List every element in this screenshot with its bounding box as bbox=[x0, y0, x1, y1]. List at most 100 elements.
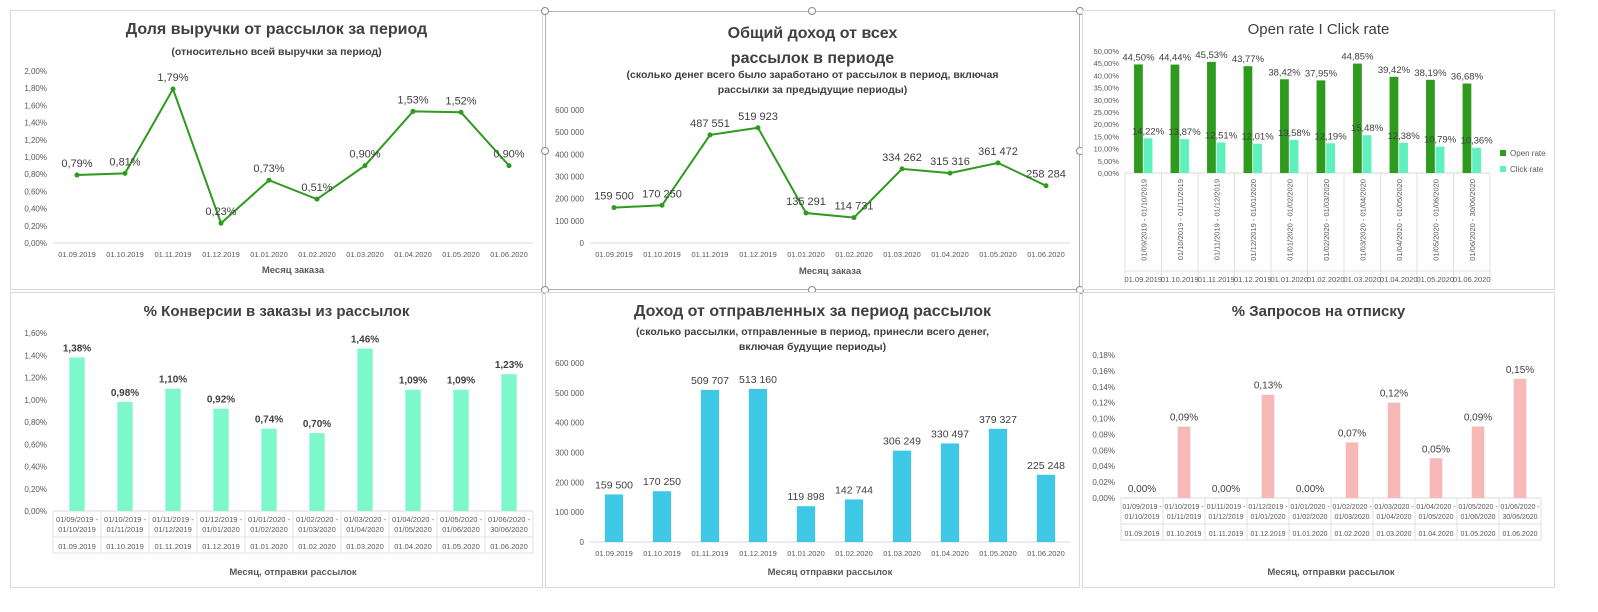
bar-open-rate bbox=[1280, 79, 1289, 173]
data-label: 1,09% bbox=[447, 376, 475, 387]
data-label: 361 472 bbox=[978, 146, 1018, 158]
x-axis-title: Месяц, отправки рассылок bbox=[1267, 567, 1395, 578]
y-tick-label: 0,14% bbox=[1092, 383, 1115, 392]
y-tick-label: 0,10% bbox=[1092, 415, 1115, 424]
chart-panel-total-income[interactable]: Общий доход от всех рассылок в периоде (… bbox=[545, 11, 1080, 290]
y-tick-label: 10,00% bbox=[1094, 145, 1120, 154]
y-tick-label: 0,20% bbox=[24, 222, 47, 231]
period-label-start: 01/01/2020 - bbox=[1290, 504, 1330, 511]
period-label-start: 01/06/2020 - bbox=[1500, 504, 1540, 511]
chart-panel-unsubscribe[interactable]: % Запросов на отписку 0,00% 0,02% 0,04% 0,0… bbox=[1082, 292, 1555, 588]
data-label: 1,53% bbox=[397, 94, 428, 106]
bar bbox=[1471, 426, 1485, 498]
resize-handle-bottom-right[interactable] bbox=[1076, 286, 1084, 294]
bar bbox=[1261, 394, 1275, 498]
y-tick-label: 1,60% bbox=[24, 101, 47, 110]
y-tick-label: 0 bbox=[580, 239, 585, 248]
chart-panel-sent-income[interactable]: Доход от отправленных за период рассылок… bbox=[545, 292, 1080, 588]
bar bbox=[652, 491, 672, 542]
data-point bbox=[707, 132, 713, 138]
y-tick-label: 50,00% bbox=[1094, 47, 1120, 56]
resize-handle-top-left[interactable] bbox=[541, 7, 549, 15]
bar-click-rate bbox=[1253, 143, 1262, 173]
data-point bbox=[659, 202, 665, 208]
bar bbox=[357, 348, 373, 511]
y-tick-label: 0,40% bbox=[24, 463, 47, 472]
x-tick-label: 01.03.2020 bbox=[883, 250, 921, 259]
bar bbox=[1177, 426, 1191, 498]
bar-click-rate bbox=[1216, 142, 1226, 173]
y-tick-label: 0,40% bbox=[24, 205, 47, 214]
data-point bbox=[1043, 183, 1049, 189]
period-label-end: 01/04/2020 bbox=[1376, 514, 1411, 521]
period-label-end: 01/03/2020 bbox=[298, 525, 336, 534]
y-tick-label: 500 000 bbox=[555, 128, 584, 137]
y-tick-label: 300 000 bbox=[555, 173, 584, 182]
data-point bbox=[458, 109, 464, 115]
x-tick-label: 01.10.2019 bbox=[1166, 531, 1201, 538]
bar-chart-open-click-rate: 0,00% 5,00% 10,00% 15,00% 20,00% 25,00% 30,00%… bbox=[1094, 47, 1546, 285]
bar-click-rate bbox=[1180, 139, 1189, 173]
chart-panel-conversion[interactable]: % Конверсии в заказы из рассылок 0,00% 0,… bbox=[10, 292, 543, 588]
data-label: 135 291 bbox=[786, 196, 826, 208]
y-tick-label: 1,80% bbox=[24, 84, 47, 93]
data-label: 0,23% bbox=[205, 206, 236, 218]
x-tick-label: 01.11.2019 bbox=[155, 542, 192, 551]
y-tick-label: 45,00% bbox=[1094, 59, 1120, 68]
resize-handle-left[interactable] bbox=[541, 147, 549, 155]
data-label: 170 250 bbox=[643, 476, 681, 488]
data-point bbox=[899, 166, 905, 172]
bar-open-rate bbox=[1389, 76, 1399, 173]
bar bbox=[988, 428, 1008, 542]
data-point bbox=[755, 125, 761, 131]
bar-chart-conversion: 0,00% 0,20% 0,40% 0,60% 0,80% 1,00% 1,20% 1,40%… bbox=[24, 329, 534, 578]
x-axis-title: Месяц отправки рассылок bbox=[768, 567, 893, 578]
resize-handle-top[interactable] bbox=[808, 7, 816, 15]
y-tick-label: 40,00% bbox=[1094, 71, 1120, 80]
data-point bbox=[410, 108, 416, 114]
y-tick-label: 0,60% bbox=[24, 440, 47, 449]
bar bbox=[69, 357, 85, 511]
y-tick-label: 0 bbox=[580, 538, 585, 547]
data-label: 258 284 bbox=[1026, 169, 1066, 181]
bar bbox=[892, 450, 912, 542]
chart-title: % Конверсии в заказы из рассылок bbox=[143, 303, 410, 320]
data-label: 37,95% bbox=[1305, 68, 1338, 79]
period-label: 01/03/2020 - 01/04/2020 bbox=[1358, 179, 1367, 261]
data-label: 13,87% bbox=[1168, 127, 1201, 138]
data-label: 0,00% bbox=[1128, 484, 1156, 495]
period-label: 01/10/2019 - 01/11/2019 bbox=[1176, 179, 1185, 260]
period-label-start: 01/09/2019 - bbox=[1122, 504, 1162, 511]
x-tick-label: 01.11.2019 bbox=[692, 549, 729, 558]
x-tick-label: 01.10.2019 bbox=[1161, 275, 1199, 284]
period-label-start: 01/01/2020 - bbox=[248, 515, 291, 524]
data-point bbox=[803, 210, 809, 216]
data-point bbox=[122, 170, 128, 176]
data-label: 1,79% bbox=[157, 72, 188, 84]
period-label: 01/09/2019 - 01/10/2019 bbox=[1139, 179, 1148, 261]
y-tick-label: 600 000 bbox=[555, 359, 584, 368]
data-label: 513 160 bbox=[739, 374, 777, 386]
chart-panel-revenue-share[interactable]: Доля выручки от рассылок за период (отно… bbox=[10, 10, 543, 290]
x-axis-title: Месяц заказа bbox=[262, 265, 325, 276]
chart-title: Open rate I Click rate bbox=[1247, 21, 1390, 38]
data-label: 0,81% bbox=[109, 156, 140, 168]
y-tick-label: 15,00% bbox=[1094, 132, 1120, 141]
series-line bbox=[76, 86, 510, 225]
chart-panel-open-click-rate[interactable]: Open rate I Click rate 0,00% 5,00% 10,00% 1… bbox=[1082, 10, 1555, 290]
period-label-start: 01/03/2020 - bbox=[344, 515, 387, 524]
chart-title: Доля выручки от рассылок за период bbox=[125, 21, 428, 38]
x-tick-label: 01.06.2020 bbox=[1027, 250, 1065, 259]
data-label: 0,73% bbox=[253, 163, 284, 175]
data-label: 1,23% bbox=[495, 360, 523, 371]
chart-title: Доход от отправленных за период рассылок bbox=[634, 303, 991, 320]
data-label: 114 731 bbox=[835, 201, 874, 213]
bar bbox=[1387, 402, 1401, 498]
data-point bbox=[218, 220, 224, 226]
period-label: 01/04/2020 - 01/05/2020 bbox=[1395, 179, 1404, 261]
x-tick-label: 01.03.2020 bbox=[1343, 275, 1381, 284]
y-tick-label: 500 000 bbox=[555, 389, 584, 398]
data-label: 170 250 bbox=[642, 188, 682, 200]
y-tick-label: 5,00% bbox=[1098, 157, 1120, 166]
x-tick-label: 01.06.2020 bbox=[490, 542, 528, 551]
